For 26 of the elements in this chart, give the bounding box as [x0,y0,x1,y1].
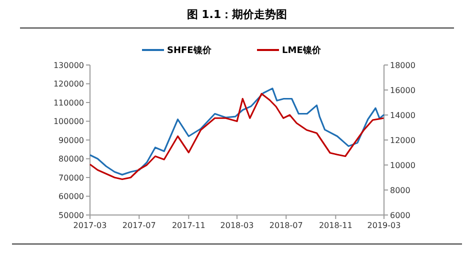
y2-tick-label: 12000 [390,136,416,145]
y2-tick-label: 14000 [390,110,416,120]
x-tick-label: 2018-03 [220,221,254,230]
x-tick-label: 2017-03 [73,221,107,230]
x-tick-label: 2019-03 [367,221,401,230]
y2-tick-label: 6000 [390,210,410,220]
y-tick-label: 120000 [53,80,84,89]
y2-tick-label: 18000 [390,60,416,70]
chart-title: 图 1.1：期价走势图 [186,8,288,21]
x-tick-label: 2018-07 [269,221,303,230]
x-tick-label: 2017-11 [172,221,206,230]
y-tick-label: 100000 [53,117,84,126]
y-tick-label: 70000 [58,173,84,182]
y2-tick-label: 10000 [390,160,416,170]
legend-label: LME镍价 [282,45,322,56]
x-tick-label: 2018-11 [318,221,352,230]
y-tick-label: 90000 [58,136,84,145]
y2-tick-label: 16000 [390,86,416,95]
y-tick-label: 130000 [53,60,84,70]
x-tick-label: 2017-07 [122,221,156,230]
y-tick-label: 50000 [58,210,84,220]
y2-tick-label: 8000 [390,186,410,195]
legend-label: SHFE镍价 [167,45,212,56]
y-tick-label: 80000 [58,154,84,164]
y-tick-label: 60000 [58,192,84,202]
y-tick-label: 110000 [53,98,84,108]
